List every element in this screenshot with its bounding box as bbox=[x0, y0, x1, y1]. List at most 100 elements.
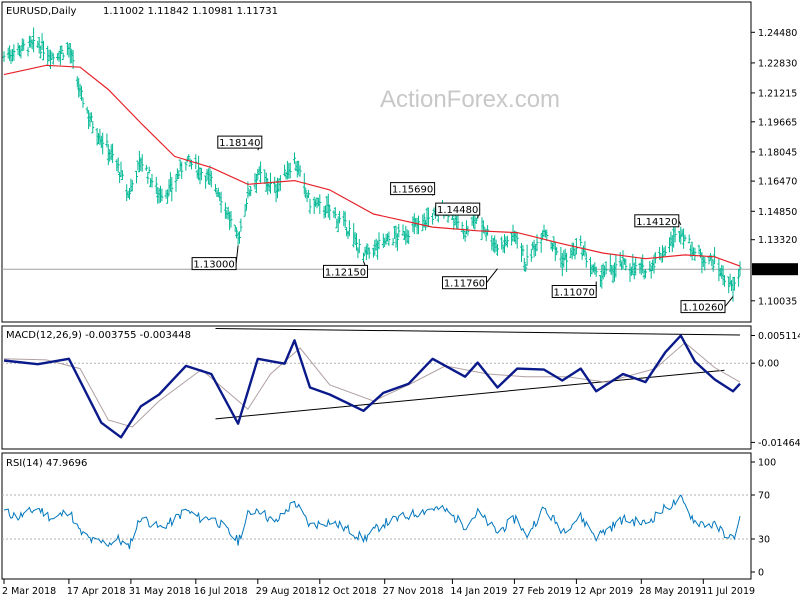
annotation-label: 1.13000 bbox=[193, 260, 234, 271]
price-bar bbox=[32, 27, 36, 53]
rsi-tick-label: 70 bbox=[758, 491, 770, 502]
price-bar bbox=[693, 247, 697, 261]
price-tick-label: 1.21215 bbox=[758, 88, 797, 99]
annotation-box bbox=[217, 135, 263, 149]
price-bar bbox=[154, 176, 158, 195]
price-bar bbox=[61, 52, 65, 60]
x-tick-label: 27 Feb 2019 bbox=[512, 586, 571, 597]
price-bar bbox=[22, 39, 26, 51]
price-bar bbox=[177, 170, 181, 179]
price-bar bbox=[460, 221, 464, 232]
price-bar bbox=[474, 217, 478, 224]
price-bar bbox=[456, 215, 460, 229]
x-tick-label: 14 Jan 2019 bbox=[450, 586, 507, 597]
price-bar bbox=[624, 258, 628, 271]
price-bar bbox=[42, 40, 45, 61]
price-bar bbox=[150, 174, 154, 188]
price-bar bbox=[204, 175, 208, 189]
price-bar bbox=[673, 227, 677, 243]
price-bar bbox=[333, 207, 337, 219]
price-bar bbox=[431, 213, 435, 225]
x-tick-label: 16 Jul 2018 bbox=[194, 586, 248, 597]
annotation-label: 1.12150 bbox=[325, 267, 366, 278]
price-bar bbox=[683, 234, 687, 242]
price-bar bbox=[180, 161, 184, 179]
price-bar bbox=[426, 207, 430, 228]
macd-trendline bbox=[215, 369, 725, 420]
price-ohlc-readout: 1.11002 1.11842 1.10981 1.11731 bbox=[103, 6, 278, 17]
price-bar bbox=[249, 186, 253, 197]
price-bar bbox=[166, 189, 170, 204]
rsi-chart-title: RSI(14) 47.9696 bbox=[6, 458, 87, 469]
price-bar bbox=[545, 229, 549, 242]
price-annotation: 1.13000 bbox=[191, 245, 239, 271]
rsi-series-layer bbox=[2, 494, 751, 550]
macd-line bbox=[3, 334, 741, 439]
price-bar bbox=[243, 204, 247, 217]
price-annotation: 1.12150 bbox=[323, 261, 368, 278]
annotation-box bbox=[390, 182, 436, 196]
x-tick-label: 27 Nov 2018 bbox=[383, 586, 444, 597]
price-bar bbox=[160, 188, 164, 202]
price-bar bbox=[584, 252, 588, 268]
rsi-line bbox=[3, 494, 741, 550]
price-bar bbox=[687, 234, 691, 244]
price-bar bbox=[259, 161, 263, 183]
price-bar bbox=[608, 254, 612, 273]
price-bar bbox=[347, 220, 351, 237]
price-annotation: 1.10260 bbox=[680, 296, 734, 314]
price-series-layer: 1.18140 1.13000 1.12150 1.15690 1.14480 1.117… bbox=[2, 27, 751, 314]
moving-average-line bbox=[3, 64, 741, 267]
price-bar bbox=[703, 257, 707, 271]
price-bar bbox=[130, 180, 134, 192]
annotation-box bbox=[551, 285, 597, 298]
price-bar bbox=[135, 170, 138, 184]
price-bar bbox=[12, 44, 16, 61]
price-bar bbox=[318, 194, 322, 214]
x-tick-label: 2 Mar 2018 bbox=[2, 586, 56, 597]
x-tick-label: 29 Aug 2018 bbox=[256, 586, 317, 597]
price-bar bbox=[500, 236, 504, 250]
price-bar bbox=[417, 215, 420, 235]
macd-panel-frame bbox=[1, 325, 752, 450]
price-bar bbox=[738, 261, 742, 276]
annotation-label: 1.14480 bbox=[437, 205, 478, 216]
price-tick-label: 1.19665 bbox=[758, 117, 797, 128]
annotation-box bbox=[442, 276, 487, 290]
price-tick-label: 1.13320 bbox=[758, 235, 797, 246]
price-bar bbox=[116, 157, 120, 173]
price-bar bbox=[235, 227, 239, 239]
macd-tick-label: 0.00 bbox=[758, 359, 779, 370]
annotation-box bbox=[680, 300, 726, 314]
x-tick-label: 28 May 2019 bbox=[639, 586, 701, 597]
price-bar bbox=[381, 233, 385, 248]
price-bar bbox=[298, 165, 302, 177]
price-bar bbox=[147, 166, 151, 174]
price-bar bbox=[194, 154, 198, 170]
price-bar bbox=[505, 235, 509, 248]
price-bar bbox=[707, 256, 711, 265]
price-bar bbox=[343, 211, 347, 229]
price-tick-label: 1.24480 bbox=[758, 28, 797, 39]
price-bar bbox=[146, 172, 150, 184]
axis-layer: 1.24480 1.22830 1.21215 1.19665 1.18045 1.164… bbox=[2, 28, 800, 597]
price-bar bbox=[39, 45, 43, 59]
macd-trendline bbox=[215, 328, 741, 336]
watermark: ActionForex.com bbox=[380, 86, 560, 113]
annotation-label: 1.15690 bbox=[392, 185, 433, 196]
price-bar bbox=[391, 238, 395, 246]
annotation-label: 1.18140 bbox=[219, 138, 260, 149]
annotation-label: 1.14120 bbox=[636, 217, 677, 228]
price-bar bbox=[91, 121, 95, 134]
price-bar bbox=[89, 112, 93, 123]
price-bar bbox=[26, 47, 30, 57]
annotation-box bbox=[435, 202, 481, 216]
price-bar bbox=[288, 162, 292, 179]
price-bar bbox=[723, 275, 726, 287]
macd-series-layer bbox=[2, 328, 751, 439]
price-bar bbox=[101, 132, 105, 155]
price-bar bbox=[711, 259, 715, 272]
price-bar bbox=[269, 172, 272, 194]
macd-chart-title: MACD(12,26,9) -0.003755 -0.003448 bbox=[6, 330, 191, 341]
